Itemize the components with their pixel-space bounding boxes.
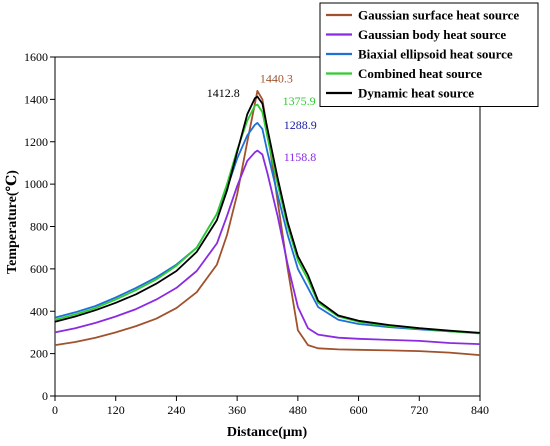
peak-annotations: 1440.3 1412.8 1375.9 1288.9 1158.8 [207,71,317,163]
legend-label: Gaussian body heat source [358,27,506,42]
legend-label: Dynamic heat source [358,86,474,101]
series-line-1 [54,149,481,345]
x-tick-label: 120 [107,403,125,417]
peak-annotation: 1375.9 [283,94,316,108]
y-tick-label: 1400 [24,92,48,106]
x-tick-label: 360 [228,403,246,417]
peak-annotation: 1288.9 [284,118,317,132]
series-line-0 [54,90,481,356]
legend: Gaussian surface heat source Gaussian bod… [319,2,539,107]
legend-label: Combined heat source [358,66,482,81]
y-tick-label: 1000 [24,177,48,191]
y-axis-title: Temperature(℃) [5,170,20,274]
y-tick-label: 400 [30,304,48,318]
series-lines [54,90,481,356]
peak-annotation: 1440.3 [260,71,293,85]
plot-area [54,56,481,397]
legend-box [319,2,539,107]
x-tick-label: 720 [410,403,428,417]
plot-frame [54,56,481,397]
y-tick-label: 0 [42,389,48,403]
x-tick-label: 600 [350,403,368,417]
y-tick-label: 600 [30,262,48,276]
series-line-3 [54,103,481,335]
peak-annotation: 1158.8 [284,150,317,164]
legend-label: Gaussian surface heat source [358,8,519,23]
y-tick-label: 200 [30,347,48,361]
series-line-2 [54,122,481,334]
axis-ticks: 0 120 240 360 480 600 720 840 0 200 400 600 800 1000 1… [24,50,489,417]
y-tick-label: 1200 [24,135,48,149]
x-axis-title: Distance(μm) [227,425,308,440]
x-tick-label: 480 [289,403,307,417]
series-line-4 [54,95,481,334]
x-tick-label: 840 [471,403,489,417]
y-tick-label: 800 [30,220,48,234]
legend-label: Biaxial ellipsoid heat source [358,47,513,62]
peak-annotation: 1412.8 [207,86,240,100]
x-tick-label: 240 [167,403,185,417]
x-tick-label: 0 [52,403,58,417]
y-tick-label: 1600 [24,50,48,64]
